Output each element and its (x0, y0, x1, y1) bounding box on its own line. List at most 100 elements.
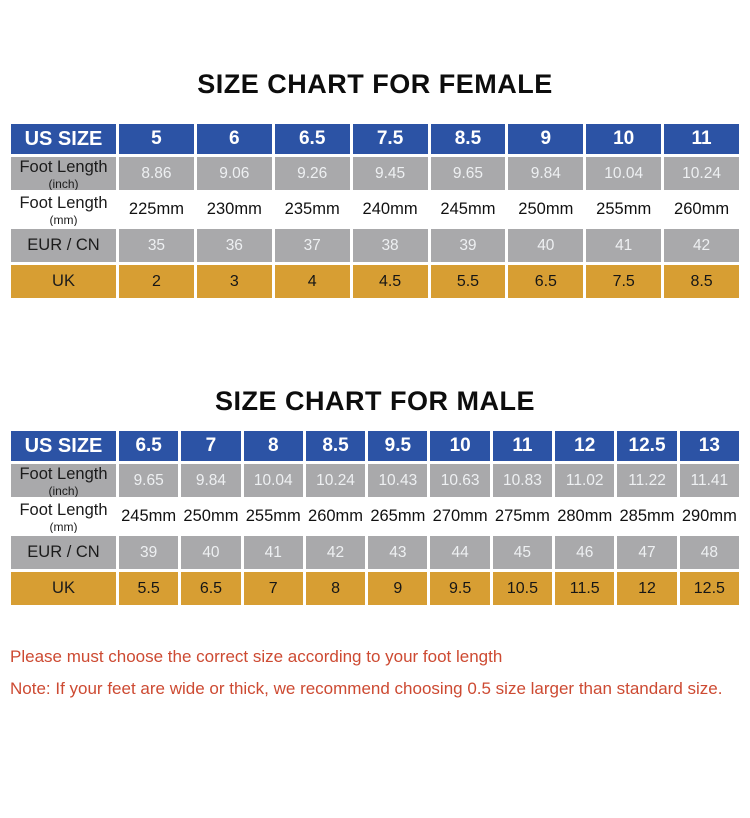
size-charts: SIZE CHART FOR FEMALE US SIZE 5 6 6.5 7.5 8.5 9… (0, 68, 750, 608)
size-chart-section-female: SIZE CHART FOR FEMALE US SIZE 5 6 6.5 7.5 8.5 9… (0, 68, 750, 301)
us-size-value-cell: 12 (555, 431, 615, 461)
size-value-cell: 225mm (119, 193, 194, 226)
size-value-cell: 10.04 (586, 157, 662, 190)
size-value-cell: 4 (274, 265, 350, 298)
us-size-value-cell: 8.5 (305, 431, 366, 461)
size-value-cell: 270mm (430, 500, 490, 533)
size-value-cell: 9.06 (196, 157, 272, 190)
size-value-cell: 35 (119, 229, 194, 262)
us-size-value-cell: 12.5 (617, 431, 677, 461)
size-value-cell: 46 (555, 536, 615, 569)
size-value-cell: 38 (352, 229, 428, 262)
us-size-value-cell: 11 (492, 431, 553, 461)
size-value-cell: 10.5 (492, 572, 553, 605)
us-size-value-cell: 7 (181, 431, 241, 461)
size-value-cell: 9.84 (181, 464, 241, 497)
size-table-row: Foot Length (inch) 8.86 9.06 9.26 9.45 9.65 9.8… (11, 157, 739, 190)
us-size-value-cell: 5 (119, 124, 194, 154)
size-table-male: US SIZE 6.5 7 8 8.5 9.5 10 11 12 12.5 13 Foot Lengt… (8, 428, 742, 608)
size-value-cell: 10.24 (305, 464, 366, 497)
size-value-cell: 47 (617, 536, 677, 569)
size-value-cell: 41 (586, 229, 662, 262)
size-value-cell: 10.83 (492, 464, 553, 497)
row-sublabel: (inch) (48, 483, 79, 497)
us-size-value-cell: 6.5 (274, 124, 350, 154)
us-size-value-cell: 10 (430, 431, 490, 461)
us-size-value-cell: 6 (196, 124, 272, 154)
size-value-cell: 44 (430, 536, 490, 569)
size-value-cell: 8.86 (119, 157, 194, 190)
size-chart-section-male: SIZE CHART FOR MALE US SIZE 6.5 7 8 8.5 9.5 10 1… (0, 385, 750, 608)
row-label-cell: UK (11, 572, 116, 605)
size-value-cell: 275mm (492, 500, 553, 533)
us-size-value-cell: 8 (243, 431, 303, 461)
size-value-cell: 255mm (243, 500, 303, 533)
size-value-cell: 36 (196, 229, 272, 262)
size-value-cell: 290mm (679, 500, 739, 533)
row-sublabel: (mm) (49, 519, 78, 533)
size-value-cell: 10.63 (430, 464, 490, 497)
size-table-body: US SIZE 6.5 7 8 8.5 9.5 10 11 12 12.5 13 Foot Lengt… (11, 431, 739, 605)
footer-notes: Please must choose the correct size acco… (0, 646, 750, 700)
size-value-cell: 7.5 (586, 265, 662, 298)
size-value-cell: 250mm (508, 193, 584, 226)
us-size-value-cell: 9 (508, 124, 584, 154)
us-size-header-label: US SIZE (11, 431, 116, 461)
size-value-cell: 6.5 (181, 572, 241, 605)
us-size-value-cell: 7.5 (352, 124, 428, 154)
size-value-cell: 230mm (196, 193, 272, 226)
row-sublabel: (inch) (48, 176, 79, 190)
size-table-row: UK 2 3 4 4.5 5.5 6.5 7.5 8.5 (11, 265, 739, 298)
us-size-header-label: US SIZE (11, 124, 116, 154)
size-table-row: Foot Length (mm) 245mm 250mm 255mm 260mm 265mm… (11, 500, 739, 533)
size-table-row: Foot Length (mm) 225mm 230mm 235mm 240mm 245mm… (11, 193, 739, 226)
note-choose-correct-size: Please must choose the correct size acco… (10, 647, 503, 666)
us-size-value-cell: 8.5 (430, 124, 506, 154)
size-value-cell: 10.43 (368, 464, 428, 497)
size-value-cell: 11.41 (679, 464, 739, 497)
size-value-cell: 41 (243, 536, 303, 569)
size-value-cell: 9.26 (274, 157, 350, 190)
size-value-cell: 245mm (119, 500, 179, 533)
us-size-value-cell: 11 (664, 124, 739, 154)
us-size-value-cell: 6.5 (119, 431, 179, 461)
size-value-cell: 43 (368, 536, 428, 569)
size-value-cell: 2 (119, 265, 194, 298)
size-table-row: EUR / CN 35 36 37 38 39 40 41 42 (11, 229, 739, 262)
size-value-cell: 8 (305, 572, 366, 605)
row-label-cell: UK (11, 265, 116, 298)
size-value-cell: 240mm (352, 193, 428, 226)
size-value-cell: 40 (181, 536, 241, 569)
size-value-cell: 9.45 (352, 157, 428, 190)
size-chart-page: SIZE CHART FOR FEMALE US SIZE 5 6 6.5 7.5 8.5 9… (0, 68, 750, 818)
size-value-cell: 39 (430, 229, 506, 262)
size-value-cell: 40 (508, 229, 584, 262)
size-value-cell: 9 (368, 572, 428, 605)
chart-title-male: SIZE CHART FOR MALE (215, 386, 535, 416)
us-size-header-row: US SIZE 6.5 7 8 8.5 9.5 10 11 12 12.5 13 (11, 431, 739, 461)
size-value-cell: 5.5 (119, 572, 179, 605)
size-table-row: UK 5.5 6.5 7 8 9 9.5 10.5 11.5 12 12.5 (11, 572, 739, 605)
size-value-cell: 3 (196, 265, 272, 298)
size-value-cell: 48 (679, 536, 739, 569)
size-value-cell: 42 (664, 229, 739, 262)
size-value-cell: 9.84 (508, 157, 584, 190)
size-value-cell: 255mm (586, 193, 662, 226)
size-value-cell: 260mm (305, 500, 366, 533)
row-label-cell: Foot Length (inch) (11, 157, 116, 190)
row-label-cell: EUR / CN (11, 536, 116, 569)
size-value-cell: 5.5 (430, 265, 506, 298)
size-value-cell: 250mm (181, 500, 241, 533)
size-value-cell: 10.04 (243, 464, 303, 497)
size-value-cell: 9.65 (430, 157, 506, 190)
size-value-cell: 4.5 (352, 265, 428, 298)
size-table-body: US SIZE 5 6 6.5 7.5 8.5 9 10 11 Foot Length (inch)… (11, 124, 739, 298)
chart-title-female: SIZE CHART FOR FEMALE (197, 69, 553, 99)
size-value-cell: 245mm (430, 193, 506, 226)
row-label-cell: Foot Length (inch) (11, 464, 116, 497)
row-label-cell: Foot Length (mm) (11, 193, 116, 226)
size-value-cell: 11.5 (555, 572, 615, 605)
size-value-cell: 10.24 (664, 157, 739, 190)
row-label-cell: EUR / CN (11, 229, 116, 262)
size-value-cell: 12 (617, 572, 677, 605)
